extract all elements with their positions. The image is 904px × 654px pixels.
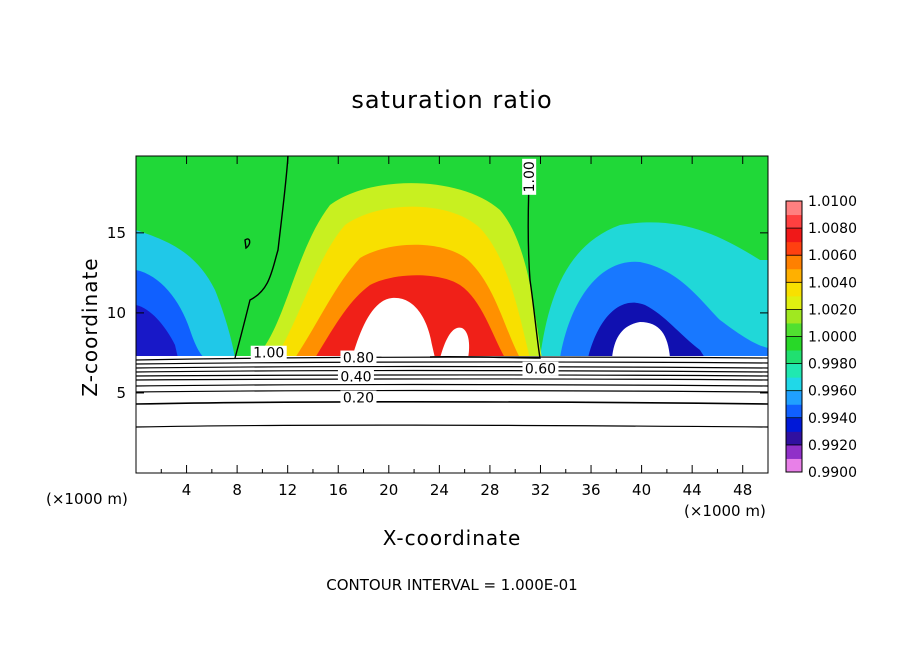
colorbar-segment	[786, 444, 802, 459]
contour-lines	[136, 356, 768, 428]
x-axis-unit: (×1000 m)	[684, 502, 766, 520]
y-axis-unit: (×1000 m)	[46, 490, 128, 508]
colorbar-segment	[786, 350, 802, 365]
cloud-hole-right	[612, 322, 670, 358]
x-tick-label: 16	[329, 481, 348, 499]
colorbar-segment	[786, 431, 802, 446]
colorbar-segment	[786, 255, 802, 270]
colorbar-segment	[786, 417, 802, 432]
x-tick-layer: 4 8 12 16 20 24 28 32 36 40 44 48	[160, 156, 752, 499]
colorbar-segment	[786, 201, 802, 216]
colorbar-segment	[786, 214, 802, 229]
colorbar-segment	[786, 377, 802, 392]
contour-one	[234, 156, 541, 359]
plot-frame	[135, 155, 769, 474]
colorbar-segment	[786, 309, 802, 324]
colorbar-label: 0.9920	[808, 438, 857, 454]
chart-title: saturation ratio	[351, 86, 553, 114]
colorbar-segment	[786, 241, 802, 256]
contour-label: 0.80	[343, 351, 374, 367]
contour-label: 0.20	[343, 391, 374, 407]
y-tick-layer: 5 10 15	[107, 224, 768, 402]
colorbar-segment	[786, 458, 802, 473]
x-tick-label: 20	[379, 481, 398, 499]
colorbar-label: 0.9900	[808, 465, 857, 481]
contour-label: 0.40	[340, 370, 371, 386]
x-tick-label: 12	[278, 481, 297, 499]
y-axis-label: Z-coordinate	[78, 257, 102, 397]
contour-label-bg	[340, 390, 377, 405]
colorbar-label: 1.0000	[808, 330, 857, 346]
colorbar-label: 1.0100	[808, 194, 857, 210]
colorbar-segment	[786, 363, 802, 378]
y-tick-label: 5	[116, 384, 126, 402]
colorbar-label: 0.9960	[808, 384, 857, 400]
contour-label-bg	[340, 350, 377, 365]
contour-label: 1.00	[522, 161, 538, 192]
colorbar-segment	[786, 322, 802, 337]
colorbar-segment	[786, 404, 802, 419]
x-tick-label: 32	[531, 481, 550, 499]
x-axis-label: X-coordinate	[382, 526, 522, 550]
x-tick-label: 4	[182, 481, 192, 499]
plot-area	[136, 156, 768, 473]
x-tick-label: 40	[632, 481, 651, 499]
contour-label: 1.00	[253, 346, 284, 362]
contour-label-bg	[337, 369, 374, 384]
colorbar-segment	[786, 336, 802, 351]
contour-label-bg	[522, 158, 537, 195]
colorbar-segment	[786, 268, 802, 283]
colorbar-segment	[786, 390, 802, 405]
x-tick-label: 28	[480, 481, 499, 499]
contour-interval-note: CONTOUR INTERVAL = 1.000E-01	[326, 576, 578, 594]
colorbar-segment	[786, 228, 802, 243]
y-tick-label: 10	[107, 304, 126, 322]
colorbar-label: 1.0040	[808, 275, 857, 291]
colorbar-segment	[786, 282, 802, 297]
cloud-hole-center	[352, 297, 435, 358]
contour-label-layer: 1.00 0.80 0.40 0.20 0.60 1.00	[250, 158, 559, 407]
colorbar: 1.0100 1.0080 1.0060 1.0040 1.0020 1.0000 0.99…	[785, 194, 857, 481]
contour-label-bg	[522, 361, 559, 376]
cloud-hole-small	[440, 327, 470, 358]
boundary-layer	[136, 356, 768, 473]
contour-label: 0.60	[525, 362, 556, 378]
colorbar-label: 0.9940	[808, 411, 857, 427]
y-tick-label: 15	[107, 224, 126, 242]
dry-region-left-deep	[136, 305, 178, 358]
colorbar-segment	[786, 295, 802, 310]
colorbar-label: 1.0060	[808, 248, 857, 264]
colorbar-label: 1.0020	[808, 302, 857, 318]
x-tick-label: 44	[683, 481, 702, 499]
contour-label-bg	[250, 345, 287, 360]
x-tick-label: 48	[733, 481, 752, 499]
colorbar-label: 0.9980	[808, 357, 857, 373]
x-tick-label: 36	[581, 481, 600, 499]
x-tick-label: 24	[430, 481, 449, 499]
x-tick-label: 8	[232, 481, 242, 499]
colorbar-label: 1.0080	[808, 221, 857, 237]
